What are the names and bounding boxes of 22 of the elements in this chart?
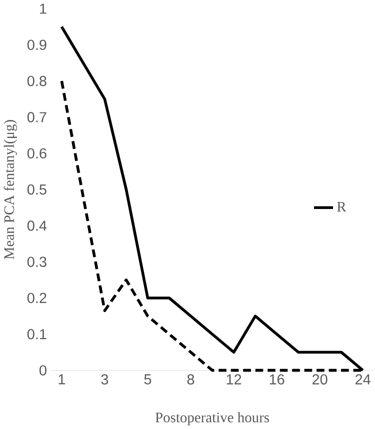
y-tick-label: 0.9 <box>28 40 46 50</box>
x-tick-label: 5 <box>144 374 152 384</box>
y-tick-label: 0.3 <box>28 256 47 267</box>
x-tick-label: 16 <box>270 374 284 384</box>
y-tick-label: 0.8 <box>28 76 47 86</box>
y-tick-label: 0.4 <box>28 220 47 231</box>
x-tick-label: 12 <box>227 374 242 384</box>
y-tick-label: 0.6 <box>28 148 47 158</box>
y-tick-label: 0 <box>40 365 47 376</box>
x-tick-label: 3 <box>101 374 108 384</box>
y-tick-label: 1 <box>40 4 46 14</box>
y-tick-label: 0.1 <box>28 329 46 340</box>
legend-label: R <box>337 202 346 212</box>
x-tick-label: 1 <box>58 374 66 384</box>
y-axis-title: Mean PCA fentanyl(μg) <box>4 120 18 260</box>
x-tick-label: 20 <box>312 374 328 384</box>
y-tick-label: 0.5 <box>28 184 47 195</box>
x-axis-title: Postoperative hours <box>156 412 270 426</box>
y-tick-label: 0.7 <box>28 112 46 122</box>
x-tick-label: 24 <box>356 374 371 384</box>
y-tick-label: 0.2 <box>28 292 46 304</box>
x-tick-label: 8 <box>188 374 194 384</box>
